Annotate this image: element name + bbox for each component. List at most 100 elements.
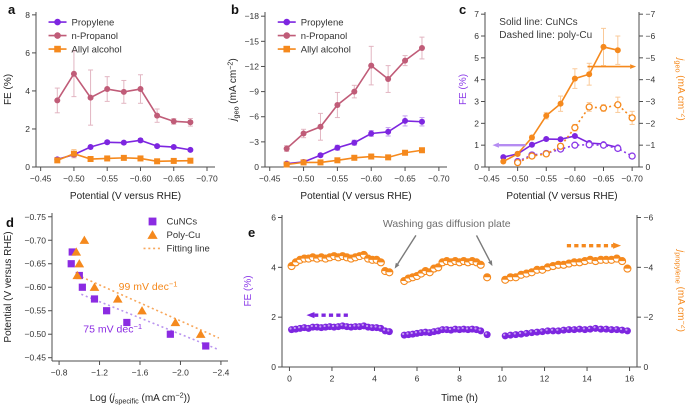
svg-text:75 mV dec−1: 75 mV dec−1 [83,322,142,335]
svg-text:0: 0 [25,162,30,172]
annotation-arrow [587,64,637,69]
svg-text:Allyl alcohol: Allyl alcohol [301,44,351,55]
svg-text:−2: −2 [646,118,656,128]
y2-axis: 0 −2 −4 −6 jpropylene (mA cm−2) [637,212,685,372]
series-poly-cu-j [513,96,636,167]
svg-text:−6: −6 [644,212,654,222]
svg-text:−0.50: −0.50 [293,174,315,184]
svg-text:−0.50: −0.50 [507,174,529,184]
svg-text:−5: −5 [646,53,656,63]
figure-panel-e: e 0 2 4 6 8 10 12 14 16 Time (h) 0 2 4 6 FE (%) 0 −2 −4 −6… [240,205,685,407]
axes [484,12,640,168]
svg-text:6: 6 [271,212,276,222]
svg-text:−4: −4 [646,75,656,85]
svg-text:Solid line: CuNCs: Solid line: CuNCs [499,17,577,28]
svg-text:99 mV dec−1: 99 mV dec−1 [119,280,178,293]
svg-text:−0.60: −0.60 [564,174,586,184]
svg-text:−0.50: −0.50 [63,174,85,184]
svg-text:4: 4 [25,86,30,96]
svg-text:0: 0 [287,374,292,384]
legend: CuNCs Poly-Cu Fitting line [143,217,210,255]
svg-text:Allyl alcohol: Allyl alcohol [72,44,122,55]
svg-text:10: 10 [497,374,507,384]
svg-text:−0.65: −0.65 [163,174,185,184]
svg-text:4: 4 [372,374,377,384]
svg-text:2: 2 [271,312,276,322]
figure-panel-a: a −0.45 −0.50 −0.55 −0.60 −0.65 −0.70 Potentia… [0,0,225,205]
figure-panel-b: b −0.45 −0.50 −0.55 −0.60 −0.65 −0.70 Potentia… [225,0,455,205]
svg-text:2: 2 [25,124,30,134]
svg-text:−0.60: −0.60 [24,282,46,292]
panel-letter-e: e [248,225,256,240]
svg-text:Fitting line: Fitting line [167,244,210,255]
svg-text:8: 8 [25,10,30,20]
svg-text:2: 2 [330,374,335,384]
annotation-arrow [492,142,526,148]
svg-text:−1.6: −1.6 [132,368,149,378]
svg-text:−18: −18 [245,11,260,21]
svg-text:−2: −2 [644,312,654,322]
svg-text:−7: −7 [646,9,656,19]
svg-text:Potential (V versus RHE): Potential (V versus RHE) [70,191,181,202]
svg-text:16: 16 [625,374,635,384]
annotation-arrow [394,235,417,269]
annotation-text: Dashed line: poly-Cu [499,30,592,41]
svg-text:0: 0 [644,362,649,372]
svg-text:CuNCs: CuNCs [167,217,198,228]
svg-text:Potential (V versus RHE): Potential (V versus RHE) [3,231,14,342]
svg-text:−6: −6 [249,112,259,122]
svg-text:Dashed line: poly-Cu: Dashed line: poly-Cu [499,30,592,41]
svg-text:−4: −4 [644,262,654,272]
series-n-propanol [283,36,425,152]
svg-text:Propylene: Propylene [301,17,344,28]
chart-b-jgeo-vs-potential: −0.45 −0.50 −0.55 −0.60 −0.65 −0.70 Potential … [226,11,450,202]
svg-text:−9: −9 [249,87,259,97]
y-axis: −0.75 −0.70 −0.65 −0.60 −0.55 −0.50 −0.45 Poten… [3,212,52,363]
chart-a-fe-vs-potential: −0.45 −0.50 −0.55 −0.60 −0.65 −0.70 Potential … [3,10,218,202]
series-n-propanol [54,50,194,127]
annotation-text: 75 mV dec−1 [83,322,142,335]
svg-text:jgeo (mA cm−2): jgeo (mA cm−2) [226,58,241,122]
panel-letter-c: c [459,2,467,17]
svg-text:−0.50: −0.50 [24,329,46,339]
series-allyl-alcohol [283,147,425,168]
annotation-arrow [306,312,348,319]
svg-text:−0.55: −0.55 [96,174,118,184]
svg-text:−0.60: −0.60 [130,174,152,184]
svg-text:4: 4 [271,262,276,272]
axes [281,215,638,368]
svg-text:4: 4 [474,75,479,85]
series-j-propylene [287,250,632,286]
svg-text:−0.60: −0.60 [360,174,382,184]
svg-text:14: 14 [582,374,592,384]
svg-text:−0.45: −0.45 [24,353,46,363]
svg-text:6: 6 [415,374,420,384]
annotation-text: Washing gas diffusion plate [383,218,511,230]
figure-panel-d: d −0.8 −1.2 −1.6 −2.0 −2.4 Log (jspecific (mA… [0,205,240,407]
svg-text:FE (%): FE (%) [458,74,469,105]
svg-text:−6: −6 [646,31,656,41]
svg-text:−0.65: −0.65 [24,259,46,269]
svg-text:3: 3 [474,97,479,107]
legend: Propylene n-Propanol Allyl alcohol [277,17,351,55]
legend: Propylene n-Propanol Allyl alcohol [48,17,122,55]
svg-text:Washing gas diffusion plate: Washing gas diffusion plate [383,218,511,230]
svg-text:jgeo (mA cm−2): jgeo (mA cm−2) [674,56,685,120]
svg-text:−3: −3 [646,97,656,107]
y-axis: 0 −3 −6 −9 −12 −15 −18 jgeo (mA cm−2) [226,11,265,172]
figure-panel-c: c −0.45 −0.50 −0.55 −0.60 −0.65 −0.70 Potentia… [455,0,685,205]
y-axis: 0 1 2 3 4 5 6 7 FE (%) [458,9,485,172]
svg-text:−0.8: −0.8 [51,368,68,378]
series-poly-cu [71,235,206,338]
svg-text:−3: −3 [249,137,259,147]
x-axis: −0.45 −0.50 −0.55 −0.60 −0.65 −0.70 Potential … [30,167,218,202]
svg-text:−0.55: −0.55 [535,174,557,184]
svg-text:Log (jspecific (mA cm−2)): Log (jspecific (mA cm−2)) [90,391,191,406]
svg-text:0: 0 [271,362,276,372]
x-axis: −0.45 −0.50 −0.55 −0.60 −0.65 −0.70 Potential … [478,167,643,202]
svg-text:−2.0: −2.0 [172,368,189,378]
y-axis: 0 2 4 6 8 FE (%) [3,10,36,172]
series-poly-cu-fit [76,274,220,339]
chart-e-stability-vs-time: 0 2 4 6 8 10 12 14 16 Time (h) 0 2 4 6 FE (%) 0 −2 −4 −6 jp… [243,212,685,404]
